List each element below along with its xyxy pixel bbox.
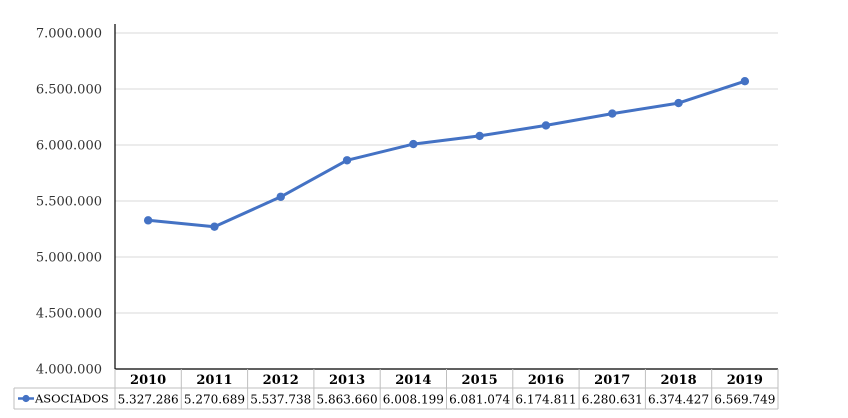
y-axis-ticks: 4.000.000 4.500.000 5.000.000 5.500.000 6.00… <box>36 27 102 378</box>
data-point <box>210 222 219 231</box>
axes <box>114 24 778 370</box>
y-tick-label: 6.500.000 <box>36 83 102 98</box>
data-point <box>740 76 750 86</box>
series-line <box>146 79 747 229</box>
x-category-label: 2017 <box>594 373 630 388</box>
table-value-cell: 5.537.738 <box>250 393 311 407</box>
x-category-label: 2018 <box>660 373 696 388</box>
table-value-cell: 6.174.811 <box>515 393 576 407</box>
legend-label: ASOCIADOS <box>34 392 109 406</box>
data-point <box>342 156 352 165</box>
y-tick-label: 4.000.000 <box>36 363 102 378</box>
x-category-label: 2011 <box>196 373 232 388</box>
y-tick-label: 5.500.000 <box>36 195 102 210</box>
x-category-label: 2019 <box>727 373 763 388</box>
data-point <box>143 216 153 225</box>
x-category-label: 2010 <box>130 373 166 388</box>
x-category-label: 2012 <box>263 373 299 388</box>
y-tick-label: 6.000.000 <box>36 139 102 154</box>
x-category-label: 2015 <box>462 373 498 388</box>
table-value-cell: 5.863.660 <box>317 393 378 407</box>
table-value-cell: 6.081.074 <box>449 393 510 407</box>
data-point <box>608 109 617 118</box>
table-value-cell: 6.008.199 <box>383 393 444 407</box>
x-category-label: 2013 <box>329 373 365 388</box>
x-category-label: 2014 <box>395 373 431 388</box>
data-point <box>541 121 551 130</box>
data-point <box>276 192 285 201</box>
gridlines <box>115 32 778 314</box>
legend: ASOCIADOS <box>18 392 109 406</box>
table-value-cell: 6.569.749 <box>714 393 775 407</box>
data-table: 2010 2011 2012 2013 2014 2015 2016 2017 2018 2019… <box>13 369 779 410</box>
table-value-cell: 6.374.427 <box>648 393 709 407</box>
data-point <box>674 98 683 108</box>
y-tick-label: 4.500.000 <box>36 307 102 322</box>
x-category-label: 2016 <box>528 373 564 388</box>
table-value-cell: 5.327.286 <box>118 393 179 407</box>
data-point <box>409 139 418 149</box>
series-asociados <box>143 76 750 231</box>
y-tick-label: 5.000.000 <box>36 251 102 266</box>
table-value-cell: 5.270.689 <box>184 393 245 407</box>
y-tick-label: 7.000.000 <box>36 27 102 42</box>
table-value-cell: 6.280.631 <box>582 393 643 407</box>
data-point <box>475 131 484 141</box>
legend-marker <box>22 394 30 403</box>
